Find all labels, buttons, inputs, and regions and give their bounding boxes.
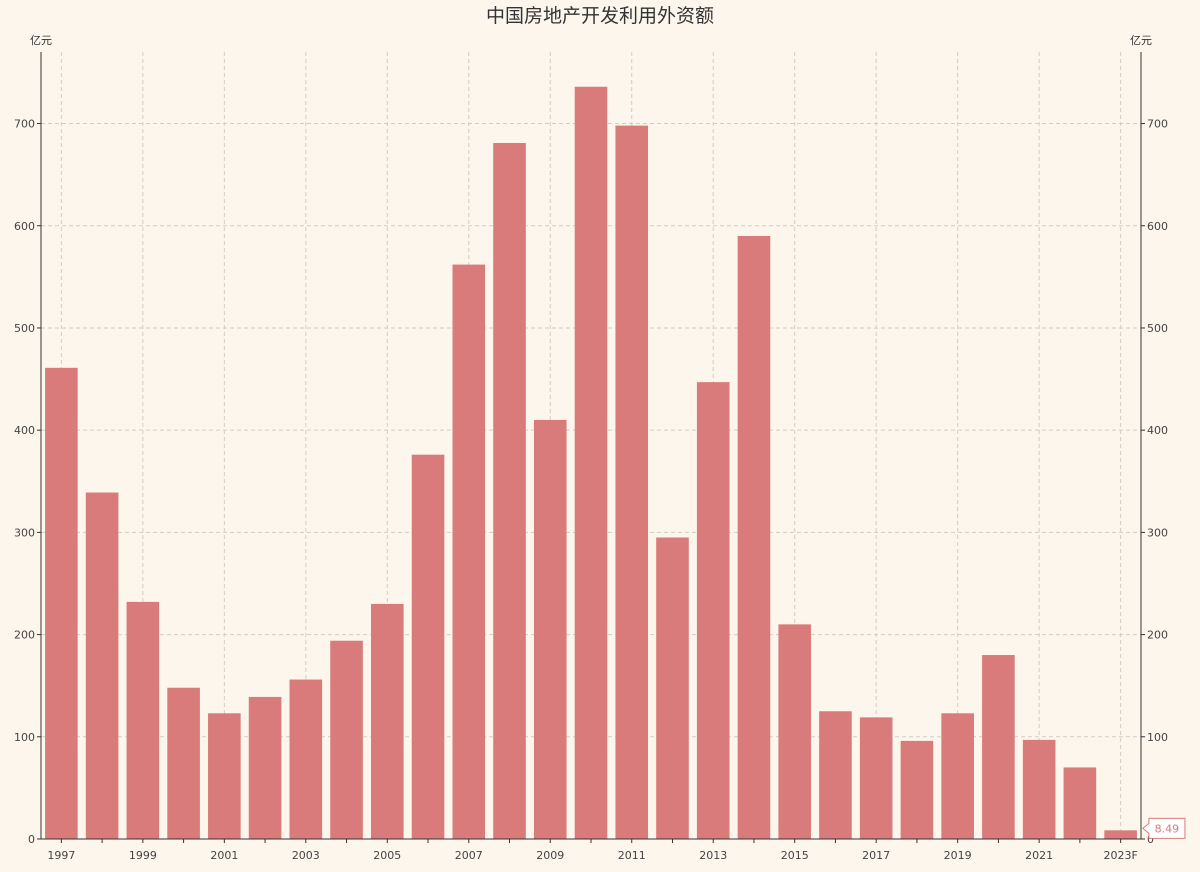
y-tick-label-left: 100 (14, 731, 35, 744)
bar (371, 603, 404, 839)
y-tick-label-left: 600 (14, 220, 35, 233)
annotation-callout-box (1142, 817, 1186, 839)
bar (737, 235, 771, 840)
bar (85, 492, 119, 839)
y-axis-left-unit: 亿元 (30, 34, 52, 47)
axes (37, 52, 1145, 843)
y-axis-right-unit: 亿元 (1130, 34, 1152, 47)
y-tick-label-left: 0 (28, 833, 35, 846)
x-tick-label: 1999 (129, 849, 157, 862)
x-tick-label: 2001 (210, 849, 238, 862)
bar (941, 713, 974, 839)
bar (493, 142, 526, 839)
y-tick-label-left: 200 (14, 629, 35, 642)
bar (778, 624, 811, 839)
y-tick-label-left: 500 (14, 322, 35, 335)
bar (900, 740, 934, 839)
y-tick-label-left: 400 (14, 424, 35, 437)
x-tick-label: 2009 (536, 849, 564, 862)
x-tick-label: 2003 (292, 849, 320, 862)
bar (533, 419, 567, 839)
bar (574, 86, 608, 839)
bar (819, 711, 852, 839)
y-tick-label-right: 300 (1147, 526, 1168, 539)
y-tick-label-right: 200 (1147, 629, 1168, 642)
x-tick-label: 2005 (373, 849, 401, 862)
x-tick-label: 2013 (699, 849, 727, 862)
bar (126, 601, 160, 839)
x-tick-label: 2021 (1025, 849, 1053, 862)
bar (45, 367, 78, 839)
bars (45, 86, 1137, 840)
y-tick-label-right: 600 (1147, 220, 1168, 233)
x-tick-label: 1997 (47, 849, 75, 862)
bar (982, 655, 1015, 839)
annotation-label: 8.49 (1155, 822, 1180, 835)
bar (208, 713, 241, 839)
y-tick-label-right: 0 (1147, 833, 1154, 846)
bar (1063, 767, 1097, 839)
chart-title: 中国房地产开发利用外资额 (486, 5, 714, 27)
bar (1104, 830, 1137, 839)
bar (615, 125, 649, 840)
y-tick-label-right: 400 (1147, 424, 1168, 437)
y-tick-label-right: 700 (1147, 118, 1168, 131)
bar (167, 687, 200, 839)
x-tick-label: 2011 (618, 849, 646, 862)
x-tick-label: 2015 (781, 849, 809, 862)
annotation: 8.49 (1142, 817, 1186, 839)
y-tick-label-right: 100 (1147, 731, 1168, 744)
bar (656, 537, 689, 839)
bar (289, 679, 323, 839)
bar (1022, 739, 1056, 839)
bar (330, 640, 363, 839)
y-tick-label-right: 500 (1147, 322, 1168, 335)
bar (859, 717, 893, 839)
x-tick-label: 2007 (455, 849, 483, 862)
y-tick-label-left: 300 (14, 526, 35, 539)
bar (411, 454, 445, 839)
x-tick-label: 2017 (862, 849, 890, 862)
tick-labels: 0 0 100 100 200 200 300 300 400 400 500 500 600 600 70… (14, 118, 1168, 862)
y-tick-label-left: 700 (14, 118, 35, 131)
bar (452, 264, 486, 840)
x-tick-label: 2023F (1103, 849, 1137, 862)
x-tick-label: 2019 (944, 849, 972, 862)
bar (696, 382, 730, 839)
bar (248, 696, 282, 839)
